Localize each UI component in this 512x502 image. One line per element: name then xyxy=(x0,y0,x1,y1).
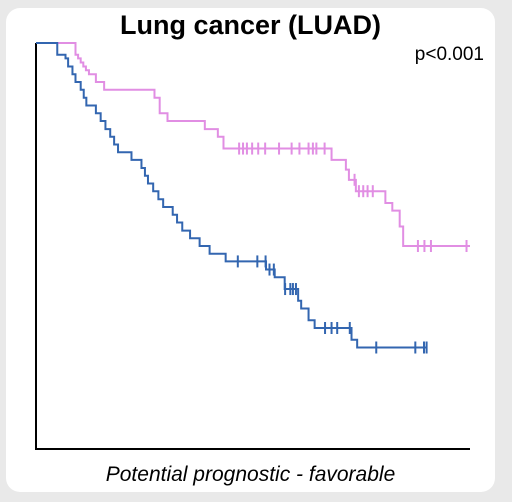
survival-curve-pink xyxy=(36,42,470,247)
survival-curves xyxy=(36,42,470,354)
survival-curve-pink-group xyxy=(36,42,470,252)
chart-title: Lung cancer (LUAD) xyxy=(119,10,381,40)
survival-curve-blue xyxy=(36,42,427,349)
plot-axes xyxy=(35,43,470,450)
chart-card xyxy=(6,8,495,492)
survival-curve-blue-group xyxy=(36,42,428,354)
p-value-annotation: p<0.001 xyxy=(414,44,484,65)
chart-footer: Potential prognostic - favorable xyxy=(105,463,396,486)
